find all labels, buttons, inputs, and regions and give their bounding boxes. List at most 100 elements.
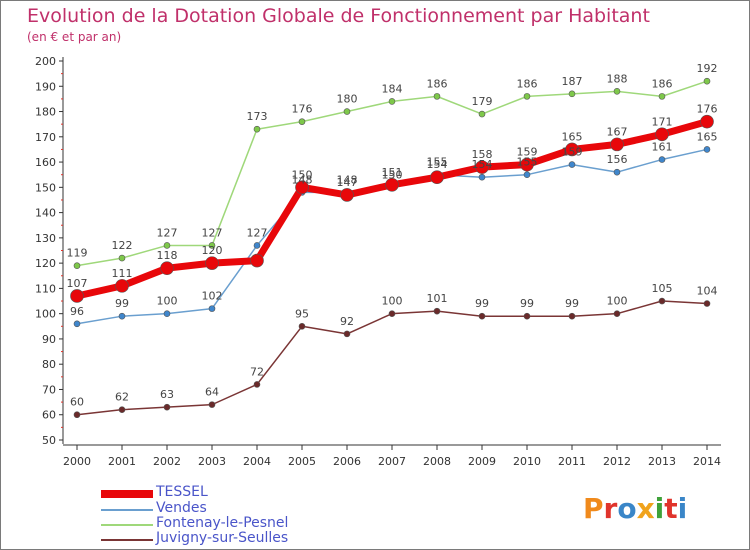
data-label: 101 bbox=[427, 292, 448, 305]
data-label: 95 bbox=[295, 307, 309, 320]
data-point bbox=[568, 90, 576, 98]
data-point bbox=[163, 242, 171, 249]
y-tick-label: 110 bbox=[35, 282, 56, 295]
x-tick-label: 2000 bbox=[63, 455, 91, 468]
data-point bbox=[613, 310, 621, 317]
data-label: 180 bbox=[337, 93, 358, 106]
data-point bbox=[298, 322, 306, 330]
data-label: 92 bbox=[340, 315, 354, 328]
data-label: 173 bbox=[247, 110, 268, 123]
data-label: 186 bbox=[427, 77, 448, 90]
data-point bbox=[478, 110, 486, 118]
data-label: 154 bbox=[472, 158, 493, 171]
data-point bbox=[703, 300, 711, 307]
data-label: 188 bbox=[607, 72, 628, 85]
data-label: 159 bbox=[517, 146, 538, 159]
data-point bbox=[658, 156, 666, 163]
data-label: 62 bbox=[115, 391, 129, 404]
x-tick-label: 2009 bbox=[468, 455, 496, 468]
data-point bbox=[703, 146, 711, 153]
data-point bbox=[613, 88, 621, 95]
data-point bbox=[115, 279, 129, 293]
legend-label: Juvigny-sur-Seulles bbox=[156, 530, 289, 546]
data-label: 111 bbox=[112, 267, 133, 280]
data-point bbox=[253, 242, 261, 249]
data-point bbox=[343, 330, 351, 338]
data-label: 102 bbox=[202, 290, 223, 303]
data-point bbox=[343, 108, 351, 115]
data-point bbox=[613, 168, 621, 176]
data-label: 150 bbox=[292, 168, 313, 181]
data-point bbox=[73, 320, 81, 328]
x-tick-label: 2002 bbox=[153, 455, 181, 468]
data-point bbox=[700, 114, 714, 129]
data-label: 159 bbox=[562, 146, 583, 159]
data-label: 176 bbox=[292, 103, 313, 116]
y-tick-label: 200 bbox=[35, 55, 56, 68]
data-label: 179 bbox=[472, 95, 493, 108]
data-point bbox=[433, 307, 441, 315]
x-tick-label: 2013 bbox=[648, 455, 676, 468]
series-TESSEL bbox=[70, 114, 714, 303]
data-label: 186 bbox=[517, 77, 538, 90]
data-label: 64 bbox=[205, 386, 219, 399]
chart-axes: 50 60 70 80 90 100 110 120 130 140 150 160 170 180 190… bbox=[35, 55, 721, 468]
proxiti-logo: Proxiti bbox=[583, 492, 688, 525]
y-tick-label: 50 bbox=[42, 434, 56, 447]
data-point bbox=[295, 180, 309, 195]
data-label: 150 bbox=[382, 168, 403, 181]
x-tick-label: 2010 bbox=[513, 455, 541, 468]
data-point bbox=[520, 157, 534, 172]
data-label: 176 bbox=[697, 103, 718, 116]
data-label: 127 bbox=[202, 226, 223, 239]
data-point bbox=[73, 411, 81, 419]
data-point bbox=[523, 93, 531, 100]
y-tick-label: 60 bbox=[42, 409, 56, 422]
data-label: 105 bbox=[652, 282, 673, 295]
y-tick-label: 100 bbox=[35, 308, 56, 321]
data-label: 171 bbox=[652, 115, 673, 128]
data-label: 120 bbox=[202, 244, 223, 257]
data-point bbox=[73, 262, 81, 269]
y-tick-label: 70 bbox=[42, 383, 56, 396]
data-point bbox=[523, 171, 531, 178]
data-point bbox=[610, 137, 624, 152]
data-point bbox=[658, 93, 666, 100]
data-point bbox=[205, 256, 219, 270]
data-label: 156 bbox=[607, 153, 628, 166]
data-label: 72 bbox=[250, 365, 264, 378]
data-label: 122 bbox=[112, 239, 133, 252]
x-tick-label: 2014 bbox=[693, 455, 721, 468]
y-tick-label: 80 bbox=[42, 358, 56, 371]
data-point bbox=[340, 188, 354, 202]
data-point bbox=[388, 310, 396, 317]
data-label: 165 bbox=[562, 130, 583, 143]
legend-label: Vendes bbox=[156, 500, 207, 516]
data-point bbox=[208, 305, 216, 312]
data-point bbox=[118, 312, 126, 320]
data-label: 161 bbox=[652, 141, 673, 154]
data-label: 192 bbox=[697, 62, 718, 75]
series-Fontenay-le-Pesnel bbox=[73, 77, 711, 269]
data-label: 99 bbox=[520, 297, 534, 310]
data-label: 104 bbox=[697, 285, 718, 298]
data-label: 60 bbox=[70, 396, 84, 409]
y-tick-label: 180 bbox=[35, 106, 56, 119]
y-tick-label: 160 bbox=[35, 156, 56, 169]
data-label: 148 bbox=[292, 173, 313, 186]
legend-swatch bbox=[101, 538, 153, 542]
data-point bbox=[208, 242, 216, 249]
data-point bbox=[478, 312, 486, 320]
data-label: 148 bbox=[337, 173, 358, 186]
x-tick-label: 2008 bbox=[423, 455, 451, 468]
data-label: 100 bbox=[157, 295, 178, 308]
data-point bbox=[655, 127, 669, 142]
legend-label: TESSEL bbox=[156, 484, 208, 500]
data-label: 184 bbox=[382, 82, 403, 95]
data-point bbox=[478, 173, 486, 181]
x-tick-label: 2012 bbox=[603, 455, 631, 468]
x-tick-label: 2006 bbox=[333, 455, 361, 468]
data-label: 155 bbox=[427, 156, 448, 169]
data-point bbox=[298, 118, 306, 125]
